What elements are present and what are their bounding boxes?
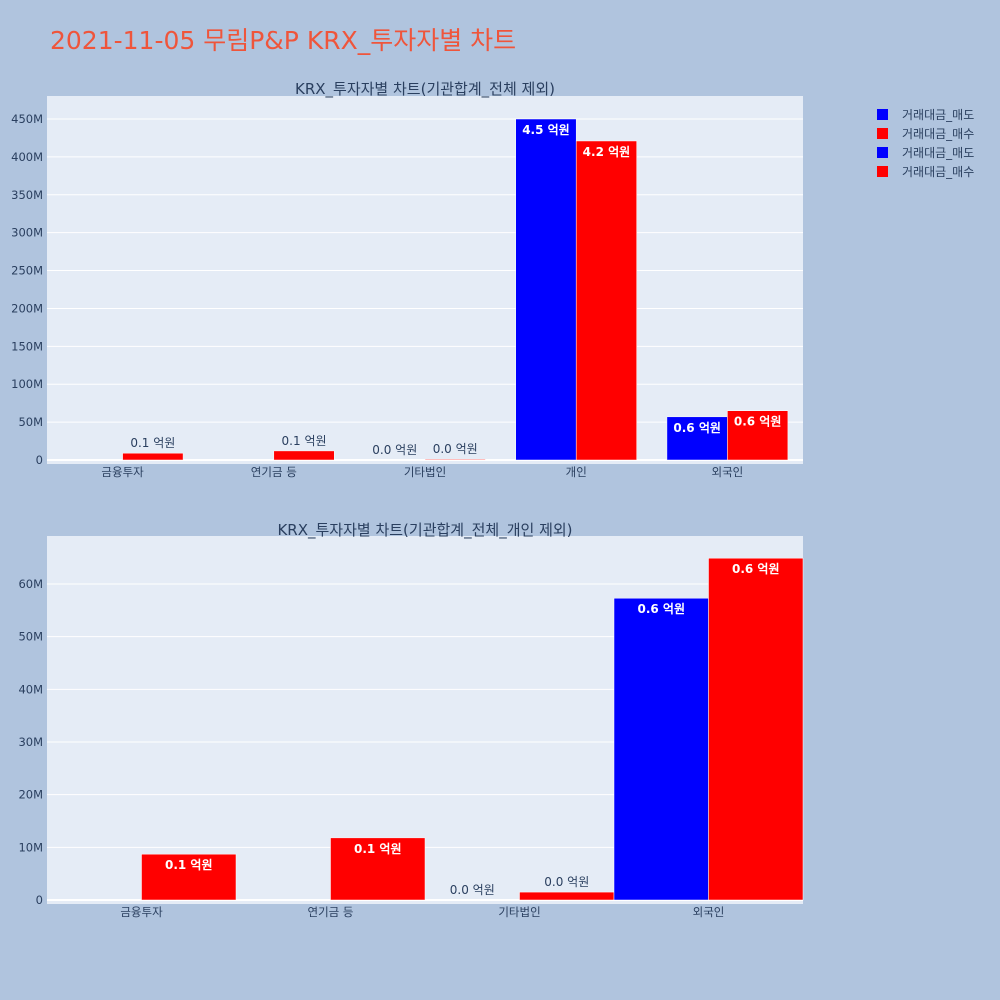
plot-area-top [47, 96, 803, 464]
bar [273, 450, 335, 461]
legend-swatch [877, 147, 888, 158]
page-title: 2021-11-05 무림P&P KRX_투자자별 차트 [50, 26, 516, 55]
chart-title-bottom: KRX_투자자별 차트(기관합계_전체_개인 제외) [277, 521, 572, 540]
y-tick-label: 100M [11, 377, 43, 391]
x-tick-label: 기타법인 [498, 905, 540, 919]
legend-swatch [877, 109, 888, 120]
bar [727, 410, 789, 461]
y-tick-label: 0 [36, 893, 43, 907]
chart-top: KRX_투자자별 차트(기관합계_전체 제외) 0 50M 100M 150M 200M… [11, 80, 803, 479]
bars-top [122, 118, 789, 461]
legend-label[interactable]: 거래대금_매수 [902, 165, 974, 179]
y-tick-label: 50M [18, 415, 43, 429]
bar [575, 140, 637, 461]
x-tick-label: 기타법인 [404, 465, 446, 479]
data-label: 0.0 억원 [372, 443, 417, 457]
x-tick-label: 외국인 [712, 465, 744, 479]
y-tick-label: 40M [18, 682, 43, 696]
bar [515, 118, 577, 461]
chart-title-top: KRX_투자자별 차트(기관합계_전체 제외) [295, 80, 555, 99]
legend-swatch [877, 128, 888, 139]
data-label: 0.0 억원 [544, 875, 589, 889]
bar [424, 458, 486, 461]
y-tick-label: 150M [11, 339, 43, 353]
y-tick-label: 20M [18, 788, 43, 802]
data-label: 0.1 억원 [282, 434, 327, 448]
y-tick-label: 250M [11, 264, 43, 278]
bar [141, 853, 237, 901]
data-label: 0.6 억원 [637, 602, 685, 616]
bar [666, 416, 728, 461]
y-tick-label: 450M [11, 112, 43, 126]
legend-label[interactable]: 거래대금_매도 [902, 146, 974, 160]
data-label: 4.5 억원 [522, 123, 570, 137]
data-label: 0.0 억원 [433, 442, 478, 456]
x-tick-label: 외국인 [693, 905, 725, 919]
legend-label[interactable]: 거래대금_매도 [902, 108, 974, 122]
legend-label[interactable]: 거래대금_매수 [902, 127, 974, 141]
bar [519, 891, 615, 901]
data-label: 0.6 억원 [732, 562, 780, 576]
x-axis-bottom: 금융투자 연기금 등 기타법인 외국인 [120, 905, 724, 919]
y-tick-label: 0 [36, 453, 43, 467]
x-tick-label: 개인 [566, 465, 587, 479]
y-axis-bottom: 0 10M 20M 30M 40M 50M 60M [18, 577, 43, 907]
x-tick-label: 연기금 등 [251, 465, 297, 479]
y-axis-top: 0 50M 100M 150M 200M 250M 300M 350M 400M 450M [11, 112, 43, 467]
y-tick-label: 50M [18, 630, 43, 644]
y-tick-label: 350M [11, 188, 43, 202]
y-tick-label: 300M [11, 226, 43, 240]
bar [330, 837, 426, 901]
x-tick-label: 연기금 등 [308, 905, 354, 919]
data-label: 0.6 억원 [734, 415, 782, 429]
y-tick-label: 30M [18, 735, 43, 749]
data-label: 4.2 억원 [583, 145, 631, 159]
y-tick-label: 60M [18, 577, 43, 591]
bars-bottom [141, 557, 804, 901]
y-tick-label: 10M [18, 840, 43, 854]
x-tick-label: 금융투자 [120, 905, 163, 919]
bar-labels-top: 0.1 억원 0.1 억원 0.0 억원 0.0 억원 4.5 억원 4.2 억원 0.6 … [130, 123, 781, 457]
data-label: 0.1 억원 [354, 842, 402, 856]
x-tick-label: 금융투자 [101, 465, 144, 479]
legend-swatch [877, 166, 888, 177]
data-label: 0.6 억원 [673, 421, 721, 435]
y-tick-label: 200M [11, 301, 43, 315]
chart-bottom: KRX_투자자별 차트(기관합계_전체_개인 제외) 0 10M 20M 30M 40M… [18, 521, 804, 919]
bar [122, 452, 184, 461]
data-label: 0.1 억원 [130, 436, 175, 450]
bar [613, 597, 709, 901]
data-label: 0.0 억원 [450, 883, 495, 897]
data-label: 0.1 억원 [165, 858, 213, 872]
bar-labels-bottom: 0.1 억원 0.1 억원 0.0 억원 0.0 억원 0.6 억원 0.6 억원 [165, 562, 780, 897]
x-axis-top: 금융투자 연기금 등 기타법인 개인 외국인 [101, 465, 743, 479]
bar [708, 557, 804, 901]
y-tick-label: 400M [11, 150, 43, 164]
